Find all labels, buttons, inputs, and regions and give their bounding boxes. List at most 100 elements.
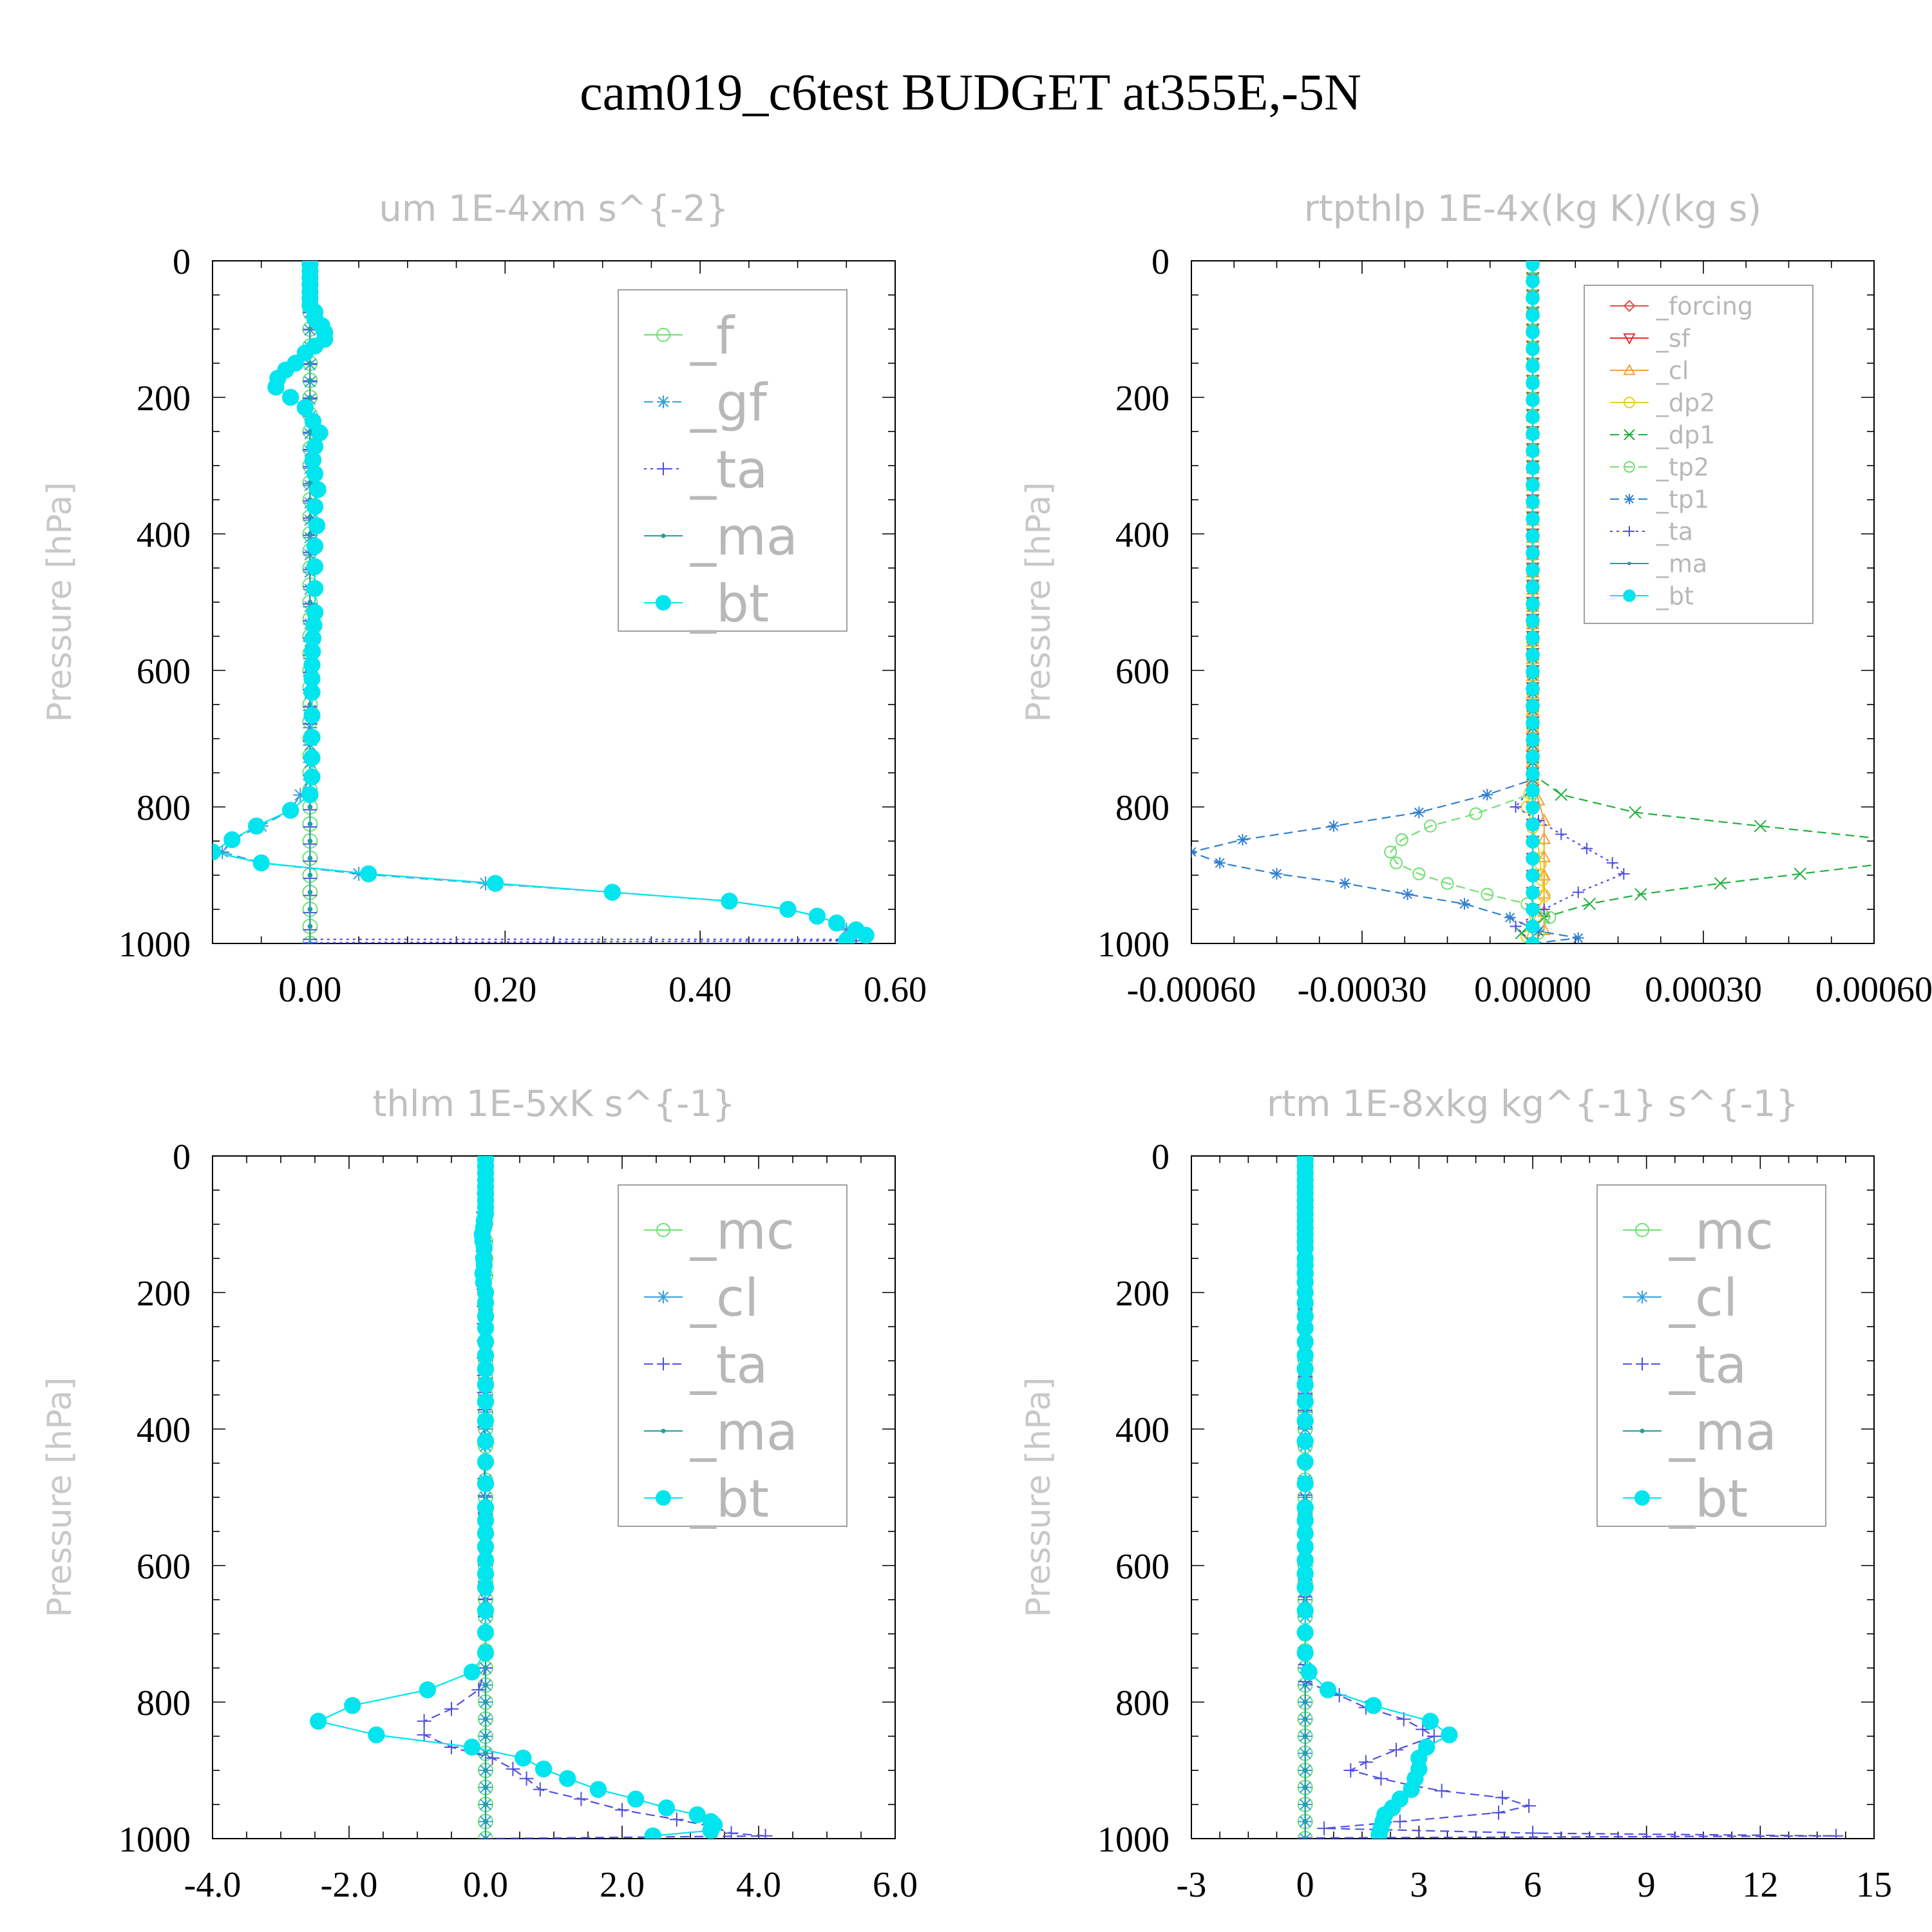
data-point — [1526, 699, 1540, 713]
series-line — [1520, 261, 1874, 943]
data-point — [1526, 460, 1540, 475]
data-point — [506, 1761, 520, 1776]
data-point — [247, 817, 265, 835]
data-point — [1543, 911, 1557, 924]
legend-marker — [657, 462, 670, 475]
data-point — [1526, 732, 1540, 747]
data-point — [1319, 1681, 1337, 1699]
panel-title: thlm 1E-5xK s^{-1} — [372, 1083, 735, 1125]
data-point — [303, 768, 321, 786]
legend-marker — [1624, 494, 1634, 504]
data-point — [1412, 867, 1426, 880]
data-point — [1370, 1826, 1388, 1839]
data-point — [307, 907, 313, 912]
data-point — [1358, 1755, 1373, 1770]
data-point — [309, 480, 327, 498]
data-point — [1390, 856, 1403, 869]
data-point — [483, 1682, 488, 1688]
data-point — [1634, 887, 1647, 901]
data-point — [1526, 274, 1540, 289]
data-point — [603, 884, 621, 901]
data-point — [1389, 1743, 1403, 1757]
data-point — [483, 1836, 488, 1839]
legend-marker — [1623, 299, 1636, 312]
data-point — [293, 788, 308, 802]
panel-title: um 1E-4xm s^{-2} — [379, 188, 728, 230]
data-point — [215, 844, 230, 859]
data-point — [1532, 925, 1544, 937]
data-point — [1555, 788, 1567, 801]
legend-label: _ta — [690, 440, 768, 500]
data-point — [857, 927, 875, 943]
legend-box — [1596, 1184, 1826, 1527]
data-point — [1296, 1578, 1314, 1596]
data-point — [1271, 867, 1283, 880]
data-point — [1526, 886, 1540, 900]
x-tick-label: 15 — [1856, 1865, 1892, 1905]
data-point — [1526, 511, 1540, 526]
y-tick-label: 200 — [137, 379, 191, 419]
x-tick-label: 12 — [1742, 1865, 1778, 1905]
x-tick-label: 0.00060 — [1815, 970, 1932, 1010]
data-point — [1526, 563, 1540, 577]
data-point — [281, 802, 299, 819]
data-point — [1526, 410, 1540, 424]
legend-marker — [656, 595, 671, 611]
legend: _forcing _sf _cl _dp2 _dp1 _tp2 _tp1 _ta _ma _bt — [1584, 285, 1814, 624]
data-point — [1296, 1376, 1314, 1394]
x-tick-label: 6 — [1524, 1865, 1542, 1905]
y-axis-label: Pressure [hPa] — [1019, 482, 1058, 723]
data-point — [1374, 1771, 1388, 1786]
data-point — [1538, 904, 1550, 915]
data-point — [477, 1360, 495, 1378]
data-point — [828, 914, 846, 932]
y-tick-label: 1000 — [118, 925, 191, 965]
data-point — [1754, 819, 1767, 833]
legend-label: _ta — [690, 1335, 768, 1395]
data-point — [519, 1771, 534, 1786]
data-point — [1526, 596, 1540, 611]
data-point — [1606, 857, 1618, 869]
data-point — [1236, 833, 1249, 846]
legend-label: _dp1 — [1656, 421, 1715, 450]
data-point — [1829, 1828, 1844, 1839]
x-tick-label: 4.0 — [736, 1865, 781, 1905]
series-area — [1191, 261, 1874, 943]
legend-marker — [1635, 1223, 1649, 1237]
data-point — [1580, 842, 1593, 855]
data-point — [1572, 886, 1584, 898]
data-point — [308, 517, 326, 535]
data-point — [1495, 1790, 1510, 1805]
data-point — [306, 537, 324, 555]
x-tick-label: -0.00060 — [1127, 970, 1256, 1010]
data-point — [307, 873, 313, 878]
legend-label: _bt — [690, 574, 769, 634]
data-point — [1526, 919, 1540, 934]
y-tick-label: 600 — [1115, 652, 1170, 692]
data-point — [1537, 849, 1551, 862]
data-point — [307, 923, 313, 929]
legend-marker — [1636, 1291, 1649, 1303]
data-point — [281, 388, 299, 406]
data-point — [417, 1714, 431, 1728]
data-point — [1537, 831, 1551, 844]
chart-panel-4: rtm 1E-8xkg kg^{-1} s^{-1} Pressure [hPa]… — [1019, 1083, 1892, 1905]
data-point — [1327, 820, 1340, 832]
y-tick-label: 600 — [1115, 1547, 1170, 1587]
y-axis-label: Pressure [hPa] — [41, 482, 79, 723]
legend-box — [1584, 285, 1814, 624]
data-point — [1526, 750, 1540, 764]
legend-marker — [1623, 589, 1636, 602]
legend-marker — [656, 328, 670, 342]
data-point — [307, 361, 313, 366]
y-tick-label: 200 — [1115, 1274, 1170, 1314]
data-point — [1526, 817, 1540, 832]
data-point — [1555, 828, 1567, 840]
data-point — [1459, 898, 1470, 910]
data-point — [252, 854, 270, 872]
data-point — [223, 831, 241, 849]
data-point — [1526, 308, 1540, 323]
data-point — [307, 821, 313, 827]
data-point — [1296, 1393, 1314, 1410]
figure-title: cam019_c6test BUDGET at355E,-5N — [580, 64, 1361, 121]
